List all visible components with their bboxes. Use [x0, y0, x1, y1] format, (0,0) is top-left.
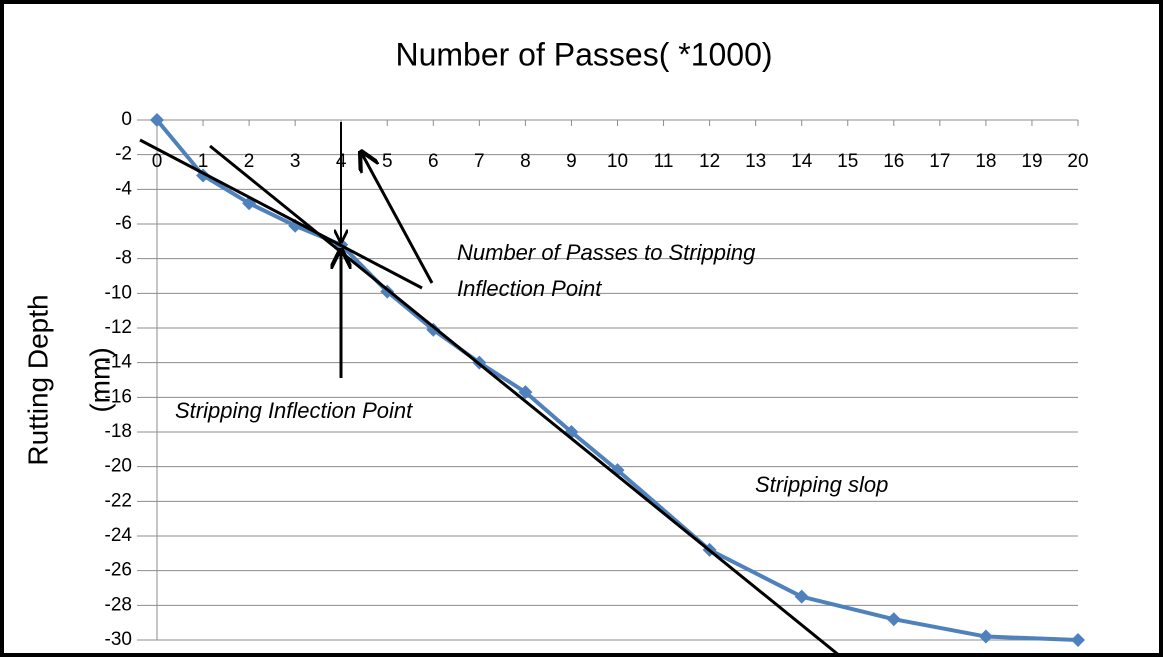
- x-tick-label: 18: [975, 151, 996, 172]
- y-tick-label: -26: [105, 560, 132, 581]
- y-tick-label: -20: [105, 456, 132, 477]
- annotation: Number of Passes to Stripping: [457, 240, 756, 265]
- x-tick-label: 17: [929, 151, 950, 172]
- x-tick-label: 0: [152, 151, 163, 172]
- annotation: Stripping Inflection Point: [175, 398, 413, 423]
- x-tick-label: 9: [566, 151, 577, 172]
- point: [886, 612, 901, 627]
- x-tick-label: 16: [883, 151, 904, 172]
- point: [426, 322, 441, 337]
- x-tick-label: 14: [791, 151, 813, 172]
- point: [794, 589, 809, 604]
- y-tick-label: 0: [121, 109, 132, 130]
- y-tick-label: -16: [105, 386, 132, 407]
- annotation: Inflection Point: [457, 276, 602, 301]
- x-tick-label: 19: [1021, 151, 1042, 172]
- x-tick-label: 5: [382, 151, 393, 172]
- point: [978, 629, 993, 644]
- tangent-line: [139, 138, 423, 290]
- y-axis-label: Rutting Depth: [22, 294, 53, 465]
- x-tick-label: 7: [474, 151, 485, 172]
- point: [150, 113, 164, 127]
- x-tick-label: 15: [837, 151, 858, 172]
- point: [518, 385, 533, 400]
- annotation: Stripping slop: [755, 472, 888, 497]
- y-tick-label: -22: [105, 490, 132, 511]
- point: [1071, 633, 1085, 647]
- y-tick-label: -24: [105, 525, 133, 546]
- y-tick-label: -6: [115, 213, 132, 234]
- y-tick-label: -18: [105, 421, 132, 442]
- y-tick-label: -10: [105, 282, 132, 303]
- x-tick-label: 3: [290, 151, 301, 172]
- y-tick-label: -8: [115, 248, 132, 269]
- x-tick-label: 12: [699, 151, 720, 172]
- y-tick-label: -28: [105, 594, 132, 615]
- y-axis-label: (mm): [84, 347, 115, 412]
- x-tick-label: 1: [198, 151, 209, 172]
- x-tick-label: 2: [244, 151, 255, 172]
- x-tick-label: 6: [428, 151, 439, 172]
- x-tick-label: 20: [1067, 151, 1088, 172]
- slope-line: [209, 144, 841, 657]
- y-tick-label: -4: [115, 178, 132, 199]
- arrow: [361, 152, 434, 284]
- y-tick-label: -14: [105, 352, 133, 373]
- y-tick-label: -30: [105, 629, 132, 650]
- x-tick-label: 10: [607, 151, 628, 172]
- series-line: [155, 118, 1079, 642]
- chart-title: Number of Passes( *1000): [395, 36, 772, 72]
- x-tick-label: 11: [654, 151, 674, 172]
- y-tick-label: -12: [105, 317, 132, 338]
- x-tick-label: 8: [520, 151, 531, 172]
- y-tick-label: -2: [115, 144, 132, 165]
- x-tick-label: 13: [745, 151, 766, 172]
